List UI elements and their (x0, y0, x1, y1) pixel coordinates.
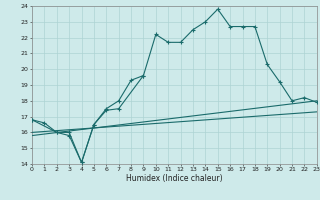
X-axis label: Humidex (Indice chaleur): Humidex (Indice chaleur) (126, 174, 223, 183)
